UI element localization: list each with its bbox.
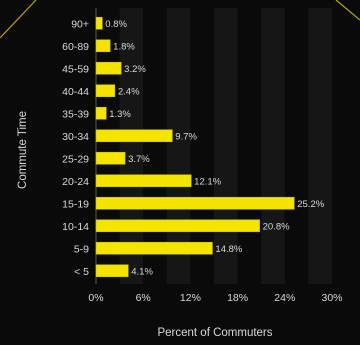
grid-band: [308, 8, 332, 284]
bar: [95, 16, 103, 30]
x-tick-label: 0%: [88, 292, 103, 304]
y-tick-label: 5-9: [74, 243, 89, 255]
data-label: 14.8%: [215, 244, 242, 255]
y-tick-label: 25-29: [62, 153, 89, 165]
bar: [95, 174, 192, 188]
data-labels: 0.8% 1.8% 3.2% 2.4% 1.3% 9.7% 3.7% 12.1% 25.2% 20…: [105, 19, 324, 278]
data-label: 0.8%: [105, 19, 127, 30]
y-tick-label: 90+: [71, 18, 89, 30]
bar: [95, 129, 173, 143]
bar: [95, 61, 122, 75]
bar: [95, 264, 129, 278]
data-label: 1.3%: [109, 109, 131, 120]
data-label: 3.7%: [128, 154, 150, 165]
x-tick-label: 6%: [136, 292, 151, 304]
corner-accent-line: [0, 0, 37, 39]
bar-series: [95, 16, 295, 278]
y-tick-label: 35-39: [62, 108, 89, 120]
bar: [95, 84, 116, 98]
y-tick-label: 20-24: [62, 176, 89, 188]
grid-band: [214, 8, 238, 284]
grid-band: [166, 8, 191, 284]
y-tick-label: 10-14: [62, 221, 89, 233]
data-label: 2.4%: [118, 86, 140, 97]
y-axis-title: Commute Time: [17, 111, 29, 189]
bar: [95, 241, 213, 255]
bar: [95, 39, 111, 53]
corner-accent-line: [335, 0, 360, 21]
y-tick-label: 45-59: [62, 63, 89, 75]
data-label: 3.2%: [124, 64, 146, 75]
grid-bands: [95, 8, 332, 284]
x-tick-label: 12%: [180, 292, 201, 304]
data-label: 4.1%: [131, 266, 153, 277]
data-label: 1.8%: [113, 41, 135, 52]
grid-band: [261, 8, 285, 284]
x-tick-label: 24%: [274, 292, 295, 304]
data-label: 20.8%: [263, 221, 290, 232]
data-label: 25.2%: [297, 199, 324, 210]
y-tick-label: 15-19: [62, 198, 89, 210]
y-tick-labels: 90+ 60-89 45-59 40-44 35-39 30-34 25-29 20-24 15…: [62, 18, 89, 278]
y-tick-label: 30-34: [62, 131, 89, 143]
data-label: 12.1%: [194, 176, 221, 187]
x-tick-labels: 0% 6% 12% 18% 24% 30%: [88, 292, 342, 304]
x-axis-title: Percent of Commuters: [157, 327, 272, 339]
bar: [95, 151, 126, 165]
y-tick-label: 40-44: [62, 86, 89, 98]
bar: [95, 219, 260, 233]
x-tick-label: 30%: [321, 292, 342, 304]
bar: [95, 106, 107, 120]
y-tick-label: 60-89: [62, 41, 89, 53]
x-tick-label: 18%: [227, 292, 248, 304]
data-label: 9.7%: [175, 131, 197, 142]
bar: [95, 196, 295, 210]
y-tick-label: < 5: [74, 266, 89, 278]
grid-band: [119, 8, 144, 284]
